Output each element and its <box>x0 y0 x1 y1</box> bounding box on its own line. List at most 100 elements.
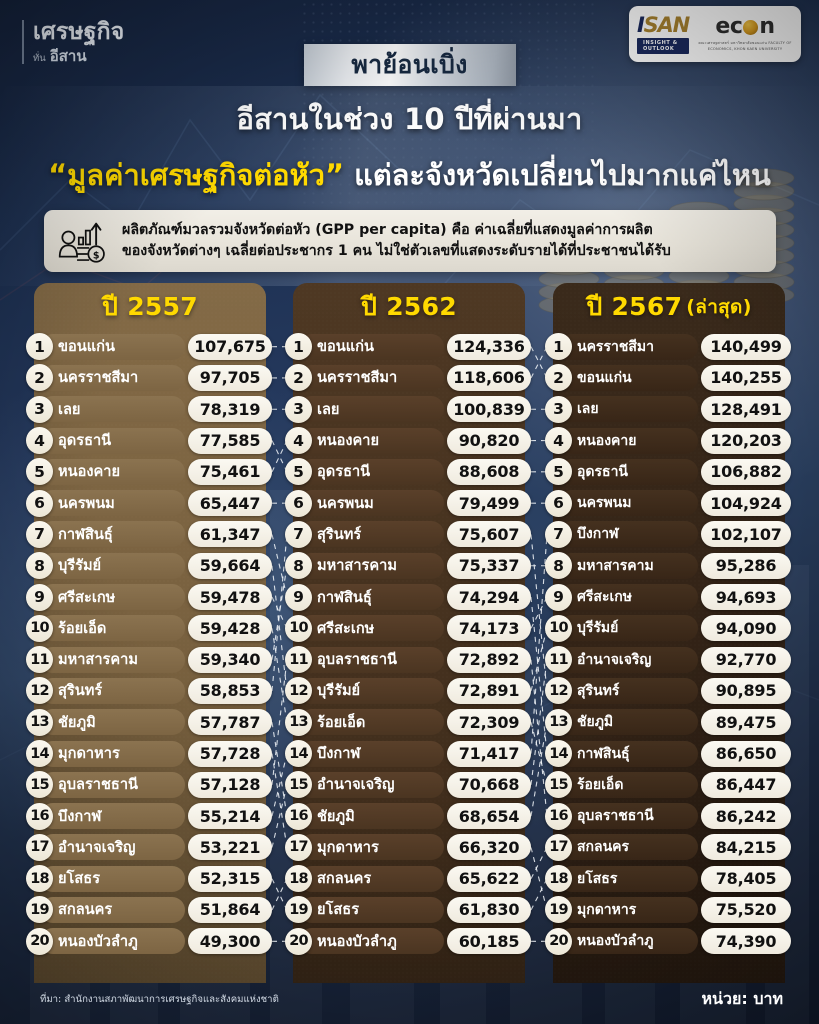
ranking-row: 10 บุรีรัมย์ 94,090 <box>545 613 791 644</box>
province-name: เลย <box>559 396 698 423</box>
province-name: อุดรธานี <box>40 427 185 454</box>
province-name: สุรินทร์ <box>299 521 444 548</box>
gpp-value: 75,337 <box>447 552 531 579</box>
gpp-value: 57,728 <box>188 740 272 767</box>
econ-logo-text-a: ec <box>715 14 743 40</box>
gpp-value: 84,215 <box>701 834 791 861</box>
ranking-row: 16 ชัยภูมิ 68,654 <box>285 800 531 831</box>
rank-badge: 13 <box>545 708 572 736</box>
brand-divider <box>22 20 24 64</box>
rows-2567: 1 นครราชสีมา 140,499 2 ขอนแก่น 140,255 3 เลย 128… <box>545 331 791 957</box>
province-name: อุดรธานี <box>299 458 444 485</box>
province-name: เลย <box>299 396 444 423</box>
rank-badge: 2 <box>26 364 53 392</box>
rank-badge: 14 <box>285 740 312 767</box>
province-name: มุกดาหาร <box>559 896 698 923</box>
definition-line-2: ของจังหวัดต่างๆ เฉลี่ยต่อประชากร 1 คน ไม… <box>122 243 671 259</box>
province-name: นครราชสีมา <box>559 333 698 360</box>
province-name: ชัยภูมิ <box>559 709 698 736</box>
gpp-value: 124,336 <box>447 333 531 360</box>
gpp-value: 89,475 <box>701 709 791 736</box>
ranking-row: 12 บุรีรัมย์ 72,891 <box>285 675 531 706</box>
ranking-row: 15 อำนาจเจริญ 70,668 <box>285 769 531 800</box>
province-name: ชัยภูมิ <box>40 709 185 736</box>
province-name: ขอนแก่น <box>40 333 185 360</box>
ranking-row: 20 หนองบัวลำภู 74,390 <box>545 926 791 957</box>
rank-badge: 4 <box>26 427 53 455</box>
svg-text:$: $ <box>93 250 100 261</box>
ranking-row: 6 นครพนม 79,499 <box>285 487 531 518</box>
province-name: ร้อยเอ็ด <box>299 709 444 736</box>
ranking-row: 3 เลย 100,839 <box>285 394 531 425</box>
gpp-value: 102,107 <box>701 521 791 548</box>
province-name: มหาสารคาม <box>299 552 444 579</box>
province-name: บุรีรัมย์ <box>299 677 444 704</box>
column-title-2557: ปี 2557 <box>34 283 266 331</box>
gpp-value: 59,340 <box>188 646 272 673</box>
ranking-row: 1 ขอนแก่น 124,336 <box>285 331 531 362</box>
gpp-value: 74,390 <box>701 928 791 955</box>
province-name: กาฬสินธุ์ <box>40 521 185 548</box>
rank-badge: 7 <box>285 520 312 548</box>
rank-badge: 8 <box>285 552 312 580</box>
gpp-value: 120,203 <box>701 427 791 454</box>
rank-badge: 16 <box>285 802 312 830</box>
rank-badge: 5 <box>545 458 572 486</box>
province-name: ร้อยเอ็ด <box>559 771 698 798</box>
gpp-value: 88,608 <box>447 458 531 485</box>
gpp-value: 59,664 <box>188 552 272 579</box>
rank-badge: 12 <box>545 677 572 705</box>
province-name: กาฬสินธุ์ <box>559 740 698 767</box>
column-year-2562: ปี 2562 1 ขอนแก่น 124,336 2 นครราชสีมา 118,60… <box>285 283 531 983</box>
ranking-row: 1 นครราชสีมา 140,499 <box>545 331 791 362</box>
rank-badge: 15 <box>545 771 572 799</box>
rank-badge: 12 <box>285 677 312 705</box>
ranking-row: 8 บุรีรัมย์ 59,664 <box>26 550 272 581</box>
rank-badge: 4 <box>285 427 312 455</box>
ranking-row: 19 มุกดาหาร 75,520 <box>545 894 791 925</box>
brand-region: อีสาน <box>49 46 87 65</box>
province-name: หนองบัวลำภู <box>559 928 698 955</box>
province-name: หนองคาย <box>40 458 185 485</box>
gpp-value: 61,830 <box>447 896 531 923</box>
gpp-value: 90,895 <box>701 677 791 704</box>
column-title-text: ปี 2567 <box>586 292 683 321</box>
province-name: บุรีรัมย์ <box>40 552 185 579</box>
province-name: บึงกาฬ <box>299 740 444 767</box>
gpp-value: 86,650 <box>701 740 791 767</box>
gpp-value: 51,864 <box>188 896 272 923</box>
gpp-value: 75,461 <box>188 458 272 485</box>
gpp-value: 59,428 <box>188 615 272 642</box>
province-name: ศรีสะเกษ <box>299 615 444 642</box>
rank-badge: 11 <box>285 646 312 674</box>
gpp-value: 52,315 <box>188 865 272 892</box>
gpp-value: 58,853 <box>188 677 272 704</box>
rank-badge: 17 <box>545 833 572 861</box>
rank-badge: 3 <box>285 395 312 423</box>
province-name: หนองบัวลำภู <box>299 928 444 955</box>
ranking-row: 3 เลย 128,491 <box>545 394 791 425</box>
source-note: ที่มา: สำนักงานสภาพัฒนาการเศรษฐกิจและสัง… <box>40 994 279 1005</box>
gpp-value: 118,606 <box>447 364 531 391</box>
isan-logo-tagline: INSIGHT & OUTLOOK <box>637 37 689 54</box>
rank-badge: 19 <box>285 896 312 924</box>
province-name: นครพนม <box>299 490 444 517</box>
column-title-2562: ปี 2562 <box>293 283 525 331</box>
ranking-row: 13 ร้อยเอ็ด 72,309 <box>285 707 531 738</box>
gpp-value: 66,320 <box>447 834 531 861</box>
province-name: เลย <box>40 396 185 423</box>
ranking-row: 4 หนองคาย 90,820 <box>285 425 531 456</box>
gpp-value: 95,286 <box>701 552 791 579</box>
ranking-columns: ปี 2557 1 ขอนแก่น 107,675 2 นครราชสีมา 97,705… <box>0 283 819 983</box>
rank-badge: 16 <box>545 802 572 830</box>
gpp-value: 104,924 <box>701 490 791 517</box>
ranking-row: 17 มุกดาหาร 66,320 <box>285 832 531 863</box>
headline-line-1: อีสานในช่วง 10 ปีที่ผ่านมา <box>236 102 583 136</box>
ranking-row: 9 ศรีสะเกษ 59,478 <box>26 581 272 612</box>
ranking-row: 8 มหาสารคาม 95,286 <box>545 550 791 581</box>
province-name: อุบลราชธานี <box>40 771 185 798</box>
province-name: ยโสธร <box>40 865 185 892</box>
ranking-row: 12 สุรินทร์ 58,853 <box>26 675 272 706</box>
province-name: ขอนแก่น <box>299 333 444 360</box>
rank-badge: 19 <box>26 896 53 924</box>
